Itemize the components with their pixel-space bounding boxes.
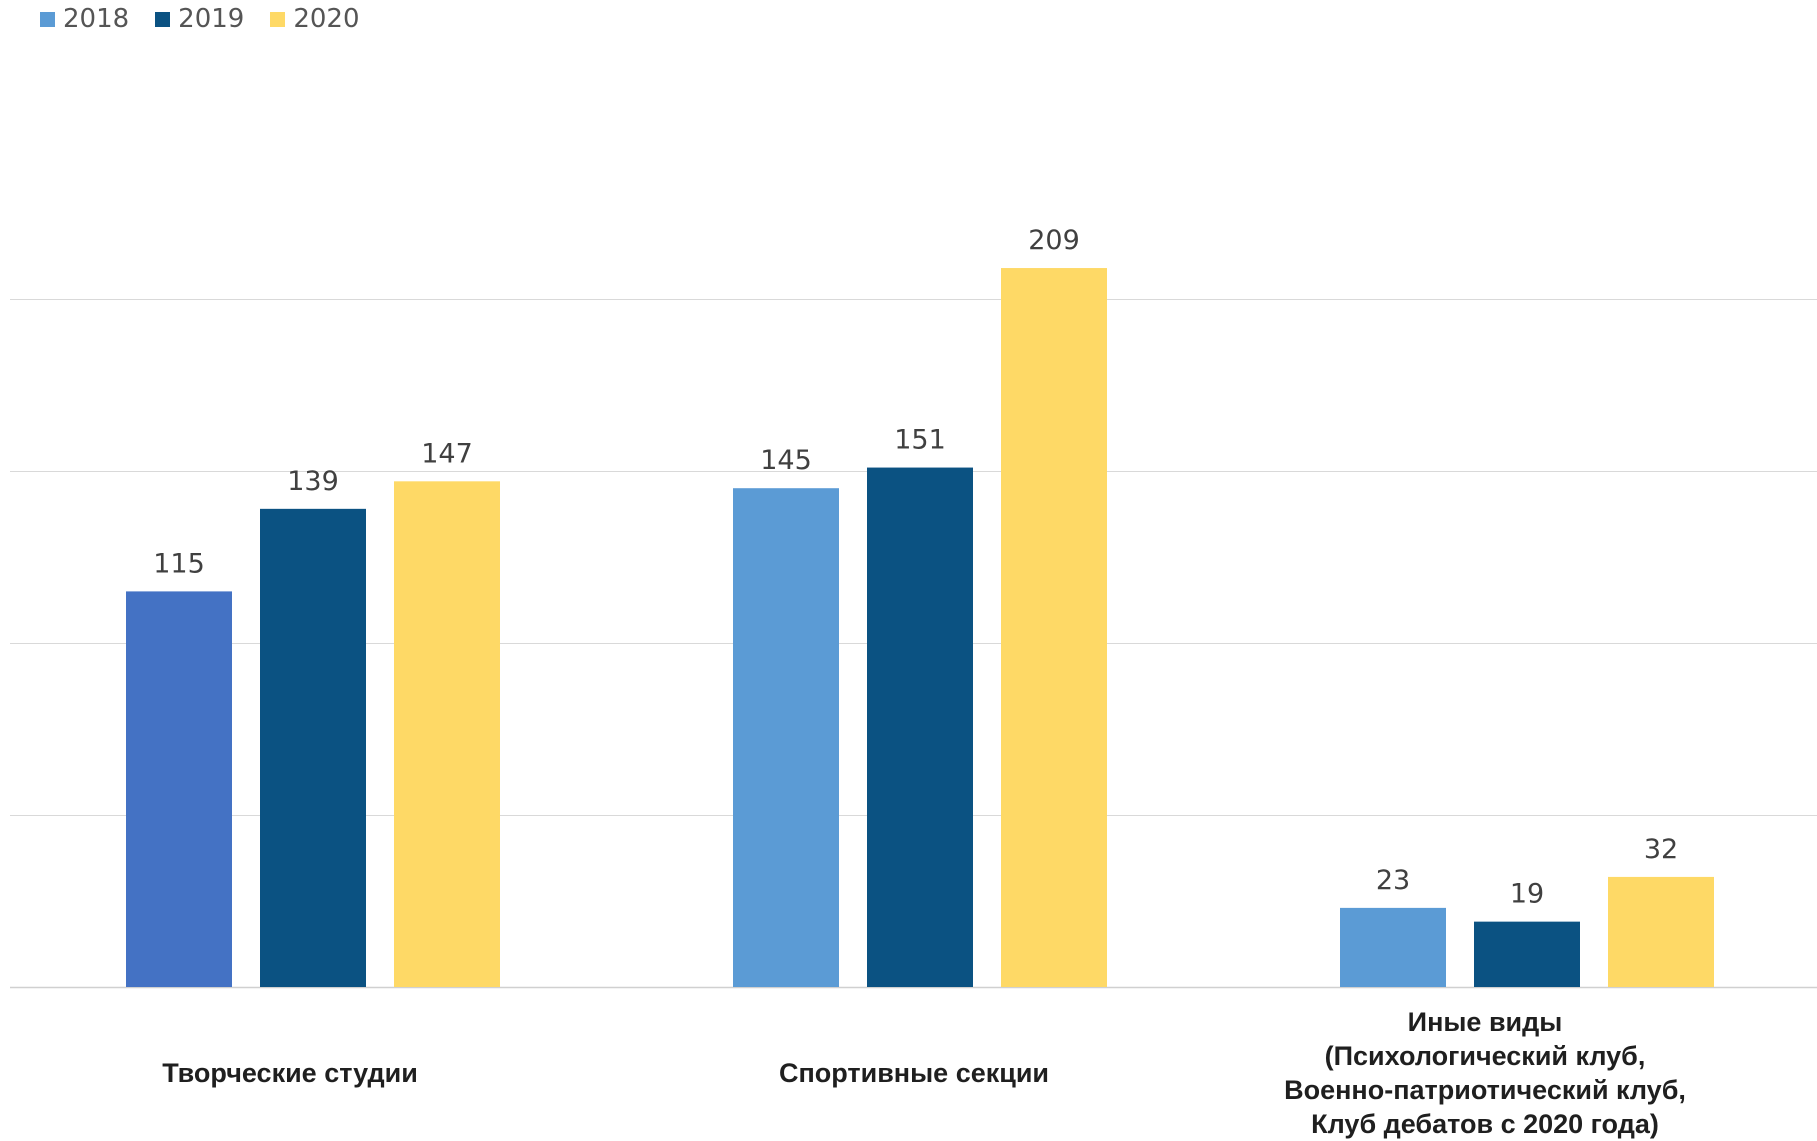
chart-legend: 2018 2019 2020: [40, 4, 386, 34]
data-label-2020-cat-1: 209: [1028, 225, 1080, 256]
bar-2019-cat-2: [1474, 921, 1580, 987]
legend-label-2018: 2018: [63, 4, 130, 34]
legend-swatch-2020: [270, 11, 286, 27]
data-label-2018-cat-2: 23: [1376, 865, 1410, 896]
bar-2019-cat-0: [260, 508, 366, 987]
bar-2019-cat-1: [867, 467, 973, 987]
legend-item-2019: 2019: [155, 4, 244, 34]
data-label-2019-cat-0: 139: [287, 466, 339, 497]
legend-label-2019: 2019: [178, 4, 245, 34]
legend-swatch-2019: [155, 11, 171, 27]
data-label-2019-cat-1: 151: [894, 425, 946, 456]
data-label-2020-cat-0: 147: [421, 438, 473, 469]
bar-2018-cat-2: [1340, 907, 1446, 987]
category-label-2-line-0: Иные виды: [1407, 1007, 1563, 1037]
category-label-1: Спортивные секции: [634, 1056, 1194, 1090]
legend-item-2020: 2020: [270, 4, 360, 34]
category-label-2-line-2: Военно-патриотический клуб,: [1284, 1075, 1686, 1105]
legend-item-2018: 2018: [40, 4, 129, 34]
category-label-2-line-3: Клуб дебатов с 2020 года): [1311, 1109, 1659, 1139]
category-label-1-line-0: Спортивные секции: [778, 1058, 1050, 1088]
category-label-2: Иные виды (Психологический клуб, Военно-па…: [1205, 1005, 1765, 1141]
bar-2018-cat-1: [733, 488, 839, 987]
category-label-0-line-0: Творческие студии: [162, 1058, 418, 1088]
bar-2018-cat-0: [126, 591, 232, 987]
data-label-2018-cat-1: 145: [760, 445, 812, 476]
legend-label-2020: 2020: [293, 4, 360, 34]
bar-2020-cat-2: [1608, 876, 1714, 987]
category-label-2-line-1: (Психологический клуб,: [1324, 1041, 1646, 1071]
data-label-2020-cat-2: 32: [1644, 834, 1678, 865]
data-label-2019-cat-2: 19: [1510, 879, 1544, 910]
data-label-2018-cat-0: 115: [153, 548, 205, 579]
legend-swatch-2018: [40, 11, 55, 27]
category-label-0: Творческие студии: [10, 1056, 570, 1090]
bar-2020-cat-1: [1001, 268, 1107, 987]
bar-2020-cat-0: [394, 481, 500, 987]
